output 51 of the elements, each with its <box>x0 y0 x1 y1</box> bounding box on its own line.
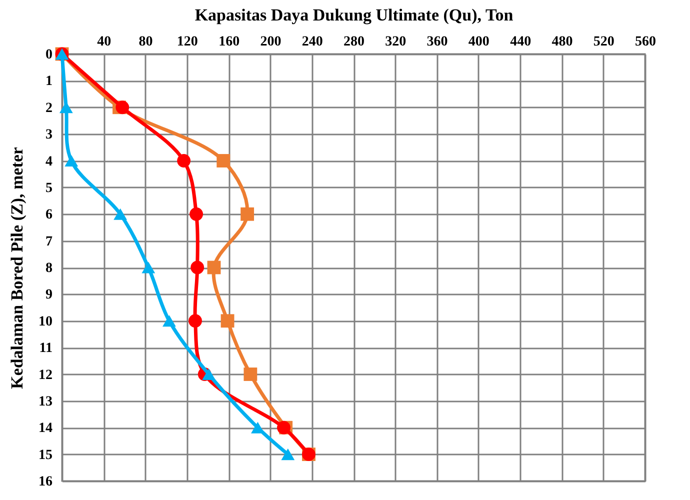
y-tick-label: 2 <box>46 100 52 116</box>
y-tick-label: 8 <box>46 261 52 276</box>
x-tick-label: 440 <box>510 34 532 50</box>
y-tick-label: 9 <box>46 288 52 303</box>
y-tick-label: 0 <box>46 48 52 62</box>
point <box>190 260 204 274</box>
x-tick-label: 280 <box>344 34 364 50</box>
x-tick-label: 320 <box>385 34 406 50</box>
x-tick-label: 360 <box>426 34 448 50</box>
y-tick-label: 14 <box>38 421 52 436</box>
y-tick-label: 3 <box>46 128 52 143</box>
point <box>220 314 234 328</box>
y-tick-label: 5 <box>46 180 52 196</box>
y-tick-label: 15 <box>38 448 52 463</box>
x-tick-label: 400 <box>468 34 490 50</box>
x-tick-label: 160 <box>218 34 240 50</box>
x-tick-label: 200 <box>260 34 282 50</box>
y-tick-label: 12 <box>38 368 52 383</box>
point <box>162 315 176 327</box>
point <box>277 420 290 434</box>
x-tick-label: 560 <box>635 34 656 50</box>
point <box>116 100 130 114</box>
point <box>240 207 254 221</box>
y-tick-label: 6 <box>46 208 52 223</box>
y-tick-label: 4 <box>46 154 52 170</box>
point <box>202 368 216 380</box>
x-tick-label: 120 <box>176 34 198 50</box>
point <box>207 260 221 274</box>
point <box>64 154 78 167</box>
y-tick-label: 13 <box>38 394 52 410</box>
point <box>142 262 156 274</box>
point <box>216 154 230 168</box>
y-axis-title: Kedalaman Bored Pile (Z), meter <box>8 146 26 389</box>
x-tick-label: 520 <box>593 34 614 50</box>
y-tick-label: 1 <box>46 74 52 90</box>
x-tick-label: 80 <box>138 34 153 50</box>
point <box>114 208 128 220</box>
y-tick-label: 10 <box>38 314 52 330</box>
x-tick-label: 240 <box>302 34 323 50</box>
x-axis-title: Kapasitas Daya Dukung Ultimate (Qu), Ton <box>194 6 514 24</box>
point <box>190 207 204 221</box>
point <box>244 368 258 381</box>
y-tick-label: 11 <box>39 341 52 356</box>
point <box>177 154 191 168</box>
x-tick-label: 40 <box>97 34 112 50</box>
x-tick-label: 480 <box>552 34 573 50</box>
y-tick-label: 7 <box>46 234 52 250</box>
y-tick-label: 16 <box>38 474 52 490</box>
point <box>251 422 264 434</box>
point <box>188 314 202 328</box>
point <box>281 448 295 460</box>
